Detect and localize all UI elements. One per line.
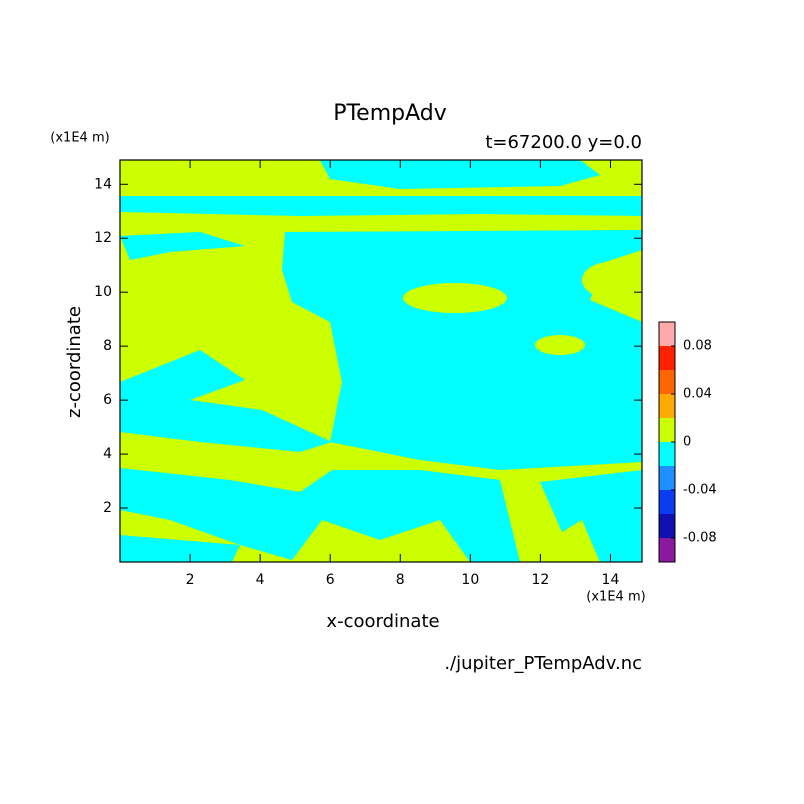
colorbar-band bbox=[659, 418, 675, 442]
y-unit: (x1E4 m) bbox=[50, 131, 109, 146]
colorbar-tick-label: 0.04 bbox=[683, 387, 712, 402]
y-tick-label: 14 bbox=[94, 176, 112, 192]
y-tick-label: 12 bbox=[94, 230, 112, 246]
plot-frame bbox=[119, 159, 643, 563]
colorbar-band bbox=[659, 346, 675, 370]
contour-region bbox=[582, 262, 638, 298]
colorbar-band bbox=[659, 466, 675, 490]
contour-region bbox=[535, 335, 585, 355]
contour-region bbox=[540, 470, 642, 562]
contour-region bbox=[320, 160, 600, 189]
x-unit: (x1E4 m) bbox=[586, 590, 645, 605]
chart-title: PTempAdv bbox=[333, 101, 447, 126]
y-tick-label: 10 bbox=[94, 284, 112, 300]
contour-region bbox=[282, 230, 642, 470]
colorbar-band bbox=[659, 490, 675, 514]
x-tick-label: 4 bbox=[256, 572, 265, 588]
colorbar-band bbox=[659, 370, 675, 394]
y-tick-label: 4 bbox=[103, 446, 112, 462]
x-tick-label: 12 bbox=[531, 572, 549, 588]
contour-region bbox=[120, 196, 642, 216]
colorbar-band bbox=[659, 442, 675, 466]
contour-region bbox=[403, 283, 507, 313]
contour-region bbox=[120, 232, 245, 260]
colorbar-tick-label: -0.04 bbox=[683, 483, 717, 498]
y-tick-label: 8 bbox=[103, 338, 112, 354]
contour-region bbox=[120, 350, 332, 452]
colorbar-band bbox=[659, 394, 675, 418]
contour-region bbox=[120, 468, 520, 562]
y-axis-label: z-coordinate bbox=[64, 306, 85, 418]
colorbar-band bbox=[659, 538, 675, 562]
colorbar-tick-label: 0 bbox=[683, 435, 691, 450]
colorbar-tick-label: 0.08 bbox=[683, 339, 712, 354]
x-tick-label: 6 bbox=[326, 572, 335, 588]
contour-region bbox=[120, 535, 240, 562]
source-label: ./jupiter_PTempAdv.nc bbox=[444, 653, 642, 674]
x-tick-label: 14 bbox=[602, 572, 620, 588]
y-tick-label: 2 bbox=[103, 500, 112, 516]
x-tick-label: 2 bbox=[186, 572, 195, 588]
colorbar-band bbox=[659, 514, 675, 538]
y-tick-label: 6 bbox=[103, 392, 112, 408]
x-tick-label: 8 bbox=[396, 572, 405, 588]
colorbar-band bbox=[659, 322, 675, 346]
chart-subtitle: t=67200.0 y=0.0 bbox=[485, 132, 642, 153]
x-axis-label: x-coordinate bbox=[326, 611, 439, 632]
colorbar-tick-label: -0.08 bbox=[683, 531, 717, 546]
contour-field bbox=[120, 160, 642, 562]
x-tick-label: 10 bbox=[461, 572, 479, 588]
